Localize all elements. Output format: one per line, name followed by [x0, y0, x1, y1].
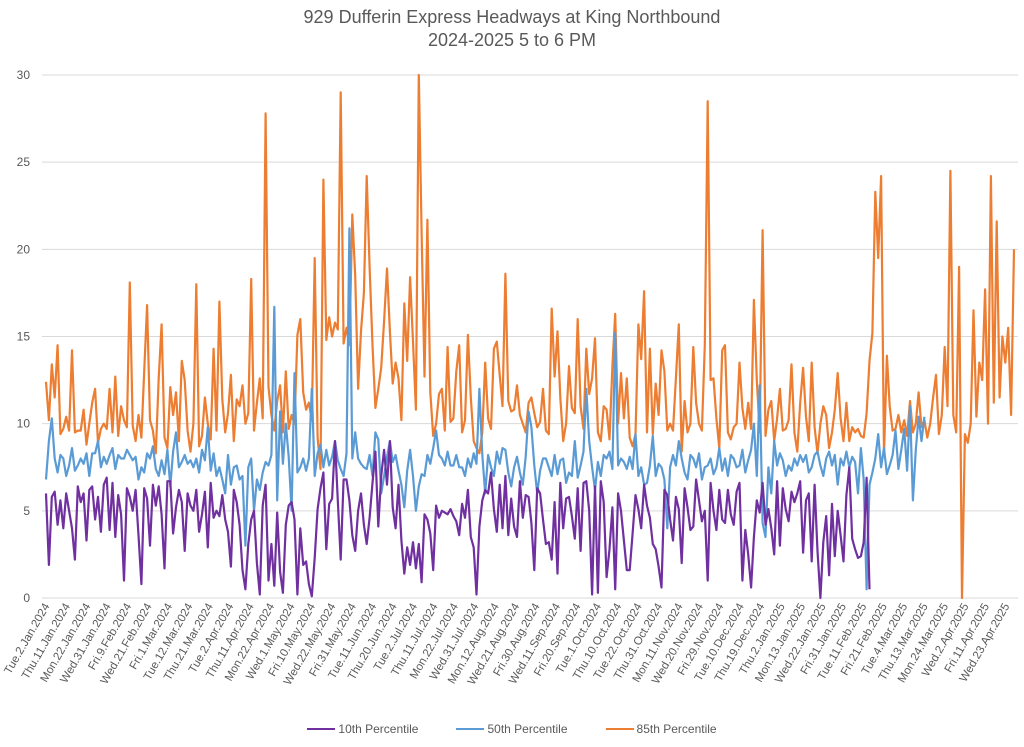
- chart-title: 929 Dufferin Express Headways at King No…: [303, 7, 721, 27]
- legend-label-p50: 50th Percentile: [487, 722, 568, 736]
- y-axis: 0 5 10 15 20 25 30: [17, 68, 31, 605]
- y-tick-label: 20: [17, 242, 31, 256]
- series-line-p10: [44, 440, 871, 600]
- x-axis: Tue.2.Jan.2024Thu.11.Jan.2024Mon.22.Jan.…: [2, 601, 1012, 687]
- legend-item-p10[interactable]: 10th Percentile: [307, 722, 418, 736]
- chart-subtitle: 2024-2025 5 to 6 PM: [427, 30, 597, 50]
- series-lines: [44, 73, 1016, 600]
- legend-swatch-p50: [456, 727, 485, 731]
- y-tick-label: 15: [17, 330, 31, 344]
- y-tick-label: 10: [17, 417, 31, 431]
- legend-swatch-p85: [605, 727, 634, 731]
- legend-label-p10: 10th Percentile: [338, 722, 419, 736]
- y-tick-label: 25: [17, 155, 31, 169]
- legend: 10th Percentile 50th Percentile 85th Per…: [0, 722, 1024, 736]
- legend-label-p85: 85th Percentile: [636, 722, 717, 736]
- y-tick-label: 5: [23, 504, 30, 518]
- legend-item-p50[interactable]: 50th Percentile: [456, 722, 568, 736]
- legend-item-p85[interactable]: 85th Percentile: [605, 722, 717, 736]
- legend-swatch-p10: [307, 727, 336, 731]
- y-tick-label: 30: [17, 68, 31, 82]
- y-tick-label: 0: [23, 591, 30, 605]
- series-line-p85: [44, 73, 1016, 600]
- gridlines: [42, 74, 1018, 599]
- chart-title-block: 929 Dufferin Express Headways at King No…: [0, 6, 1024, 52]
